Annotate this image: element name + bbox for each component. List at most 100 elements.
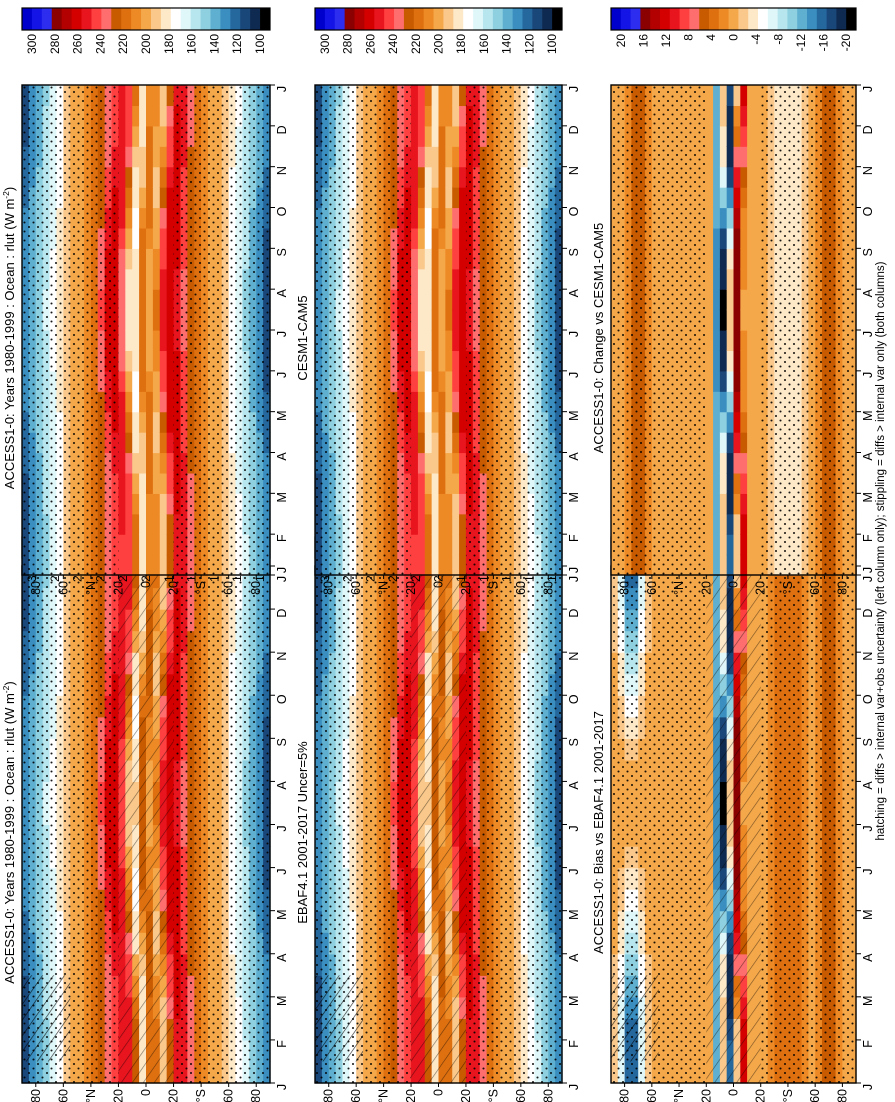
month-tick-label: F [861,1040,875,1048]
heatmap-cell [452,350,460,372]
heatmap-cell [459,534,467,556]
heatmap-cell [166,472,175,494]
heatmap-cell [424,554,433,576]
heatmap-cell [118,411,126,433]
month-tick-label: F [275,534,289,542]
heatmap-cell [445,166,453,188]
hatching-overlay [611,975,659,1062]
latitude-tick-label: 0 [139,581,153,588]
heatmap-cell [152,268,161,290]
colorbar-tick-label: 300 [25,34,39,54]
month-tick-label: A [861,953,875,962]
latitude-tick-label: 20 [404,1089,418,1102]
heatmap-cell [431,534,440,556]
heatmap-cell [139,350,147,372]
colorbar-swatch [552,8,563,30]
stippling-overlay [315,85,412,575]
heatmap-cell [424,309,433,331]
heatmap-cell [452,166,460,188]
heatmap-cell [459,146,467,168]
heatmap-cell [452,125,460,147]
heatmap-cell [417,248,426,270]
heatmap-cell [152,248,161,270]
month-tick-label: N [861,652,875,661]
colorbar-swatch [180,8,192,30]
heatmap-cell [431,370,440,392]
heatmap-cell [132,85,140,107]
heatmap-cell [417,227,426,249]
heatmap-cell [438,268,446,290]
heatmap-cell [146,289,154,311]
heatmap-cell [139,370,147,392]
heatmap-cell [118,309,126,331]
month-tick-label: O [861,694,875,704]
heatmap-cell [159,411,168,433]
heatmap-cell [424,350,433,372]
colorbar-swatch [384,8,395,30]
heatmap-cell [152,309,161,331]
colorbar-tick-label: 220 [409,34,423,54]
latitude-tick-label: 60 [808,1089,822,1102]
heatmap-cell [159,391,168,413]
heatmap-cell [438,452,446,474]
heatmap-cell [459,309,467,331]
colorbar-tick-label: 280 [341,34,355,54]
heatmap-cell [159,227,168,249]
heatmap-cell [139,411,147,433]
heatmap-cell [431,248,440,270]
colorbar-tick-label: 200 [139,34,153,54]
heatmap-cell [125,411,133,433]
heatmap-cell [139,309,147,331]
heatmap-cell [431,330,440,352]
heatmap-cell [411,513,419,535]
heatmap-cell [118,146,126,168]
colorbar-tick-label: 180 [454,34,468,54]
heatmap-cell [452,411,460,433]
heatmap-cell [445,207,453,229]
heatmap-cell [431,227,440,249]
heatmap-cell [166,370,175,392]
heatmap-cell [166,289,175,311]
heatmap-cell [417,350,426,372]
colorbar-swatch [433,8,444,30]
month-tick-label: J [275,576,289,582]
heatmap-cell [438,391,446,413]
heatmap-cell [139,268,147,290]
heatmap-cell [417,370,426,392]
heatmap-cell [152,146,161,168]
panel-title-text: ACCESS1-0: Bias vs EBAF4.1 2001-2017 [591,711,606,954]
heatmap-cell [424,105,433,127]
heatmap-cell [159,432,168,454]
month-tick-label: J [567,825,581,831]
heatmap-cell [146,391,154,413]
month-tick-label: J [275,868,289,874]
colorbar-tick-label: 200 [432,34,446,54]
colorbar-swatch [71,8,82,30]
heatmap-cell [411,125,419,147]
heatmap-cell [411,452,419,474]
latitude-tick-label: 20 [111,1089,125,1102]
colorbar-swatch [532,8,543,30]
heatmap-cell [152,513,161,535]
colorbar-swatch [170,8,182,30]
heatmap-cell [417,554,426,576]
heatmap-cell [431,309,440,331]
heatmap-cell [146,472,154,494]
colorbar-swatch [324,8,336,30]
panel-title-text: CESM1-CAM5 [295,295,310,380]
heatmap-cell [118,248,126,270]
chart-panel-3: EBAF4.1 2001-2017 Uncer=5%JFMAMJJASONDJ8… [295,536,581,1102]
panel-title: ACCESS1-0: Bias vs EBAF4.1 2001-2017 [591,711,606,954]
heatmap-cell [417,125,426,147]
heatmap-cell [118,166,126,188]
month-tick-label: J [567,868,581,874]
latitude-tick-label: 60 [349,1089,363,1102]
colorbar-swatch [61,8,72,30]
heatmap-cell [159,289,168,311]
heatmap-cell [424,411,433,433]
heatmap-cell [452,289,460,311]
heatmap-cell [459,432,467,454]
heatmap-cell [452,207,460,229]
